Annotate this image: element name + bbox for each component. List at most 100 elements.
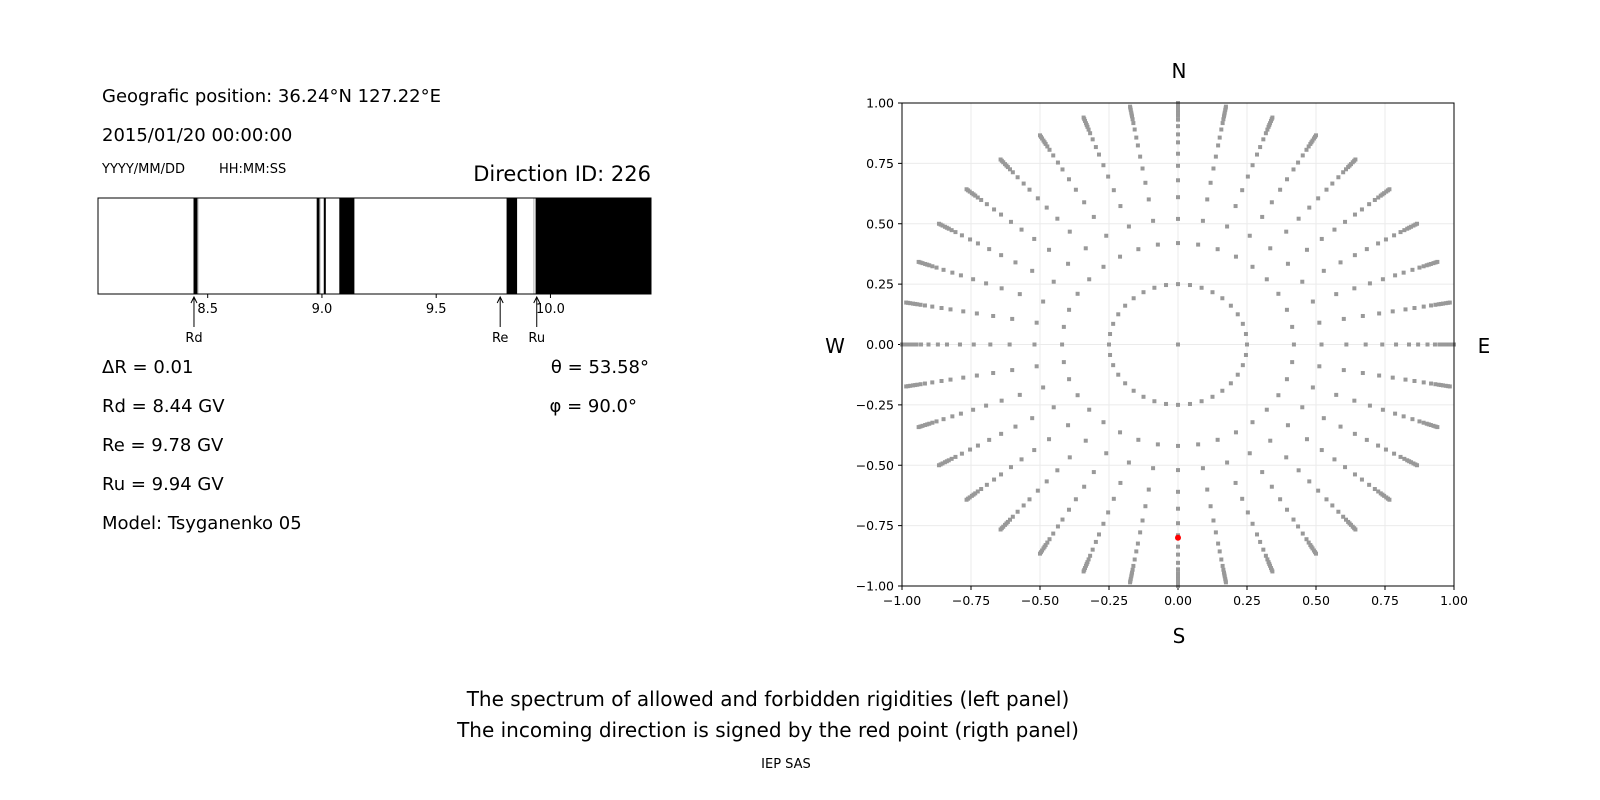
grid-point [914, 342, 919, 347]
grid-point [1013, 260, 1018, 265]
x-tick-label: −0.50 [1021, 593, 1059, 608]
grid-point [935, 342, 940, 347]
grid-point [1240, 188, 1245, 193]
grid-point [1041, 385, 1046, 390]
spectrum-frame [97, 197, 652, 295]
grid-point [1010, 170, 1015, 175]
grid-point [1314, 133, 1318, 138]
grid-point [1007, 342, 1012, 347]
grid-point [904, 384, 909, 389]
grid-point [909, 342, 914, 347]
grid-point [1447, 300, 1452, 305]
grid-point [984, 202, 989, 207]
grid-point [1435, 425, 1440, 430]
grid-point [1416, 342, 1421, 347]
grid-point [1051, 153, 1056, 158]
grid-point [913, 301, 918, 306]
grid-point [1263, 131, 1268, 136]
grid-point [1134, 549, 1139, 554]
grid-point [1067, 377, 1072, 382]
grid-point [949, 228, 954, 233]
grid-point [1268, 121, 1273, 126]
grid-point [1360, 371, 1365, 376]
grid-point [1107, 342, 1111, 347]
grid-point [969, 191, 974, 196]
grid-point [911, 342, 916, 347]
grid-point [904, 342, 909, 347]
grid-point [1290, 324, 1295, 329]
grid-point [1129, 574, 1134, 579]
grid-point [1104, 233, 1109, 238]
grid-point [1130, 567, 1135, 572]
grid-point [1377, 311, 1382, 316]
grid-point [1392, 233, 1397, 238]
grid-point [1041, 546, 1046, 551]
grid-point [1116, 312, 1121, 317]
grid-point [1390, 375, 1395, 380]
grid-point [1035, 488, 1040, 493]
grid-point [1141, 394, 1146, 399]
grid-point [1433, 382, 1438, 387]
grid-point [1223, 580, 1228, 585]
grid-point [975, 489, 980, 494]
grid-point [968, 237, 973, 242]
grid-point [1051, 279, 1056, 284]
grid-point [910, 383, 915, 388]
grid-point [1176, 489, 1180, 494]
grid-point [1392, 451, 1397, 456]
penumbra-band [197, 198, 199, 294]
direction-n: N [1172, 59, 1187, 83]
grid-point [1088, 553, 1093, 558]
grid-point [1431, 261, 1436, 266]
grid-point [1300, 153, 1305, 158]
grid-point [1235, 312, 1240, 317]
grid-point [1021, 181, 1026, 186]
grid-point [1319, 342, 1324, 347]
grid-point [1367, 281, 1372, 286]
grid-point [1334, 392, 1339, 397]
grid-point [1441, 383, 1446, 388]
grid-point [1285, 261, 1290, 266]
grid-point [1073, 497, 1078, 502]
grid-point [1196, 442, 1201, 447]
grid-point [957, 342, 962, 347]
y-tick-label: −0.75 [856, 518, 894, 533]
grid-point [1017, 292, 1022, 297]
grid-point [1086, 557, 1091, 562]
x-tick-label: 9.0 [312, 302, 333, 317]
grid-point [953, 230, 958, 235]
grid-point [999, 253, 1004, 258]
grid-point [944, 342, 949, 347]
grid-point [1111, 363, 1116, 368]
x-tick-label: 0.00 [1164, 593, 1192, 608]
grid-point [1176, 282, 1180, 287]
grid-point [975, 241, 980, 246]
grid-point [1424, 421, 1429, 426]
grid-point [1310, 546, 1315, 551]
phi-value: φ = 90.0° [550, 396, 637, 417]
grid-point [1380, 407, 1385, 412]
grid-point [1306, 540, 1311, 545]
grid-point [1383, 447, 1388, 452]
grid-point [964, 187, 969, 192]
grid-point [915, 382, 920, 387]
grid-point [1291, 167, 1296, 172]
grid-point [1021, 503, 1026, 508]
grid-point [1176, 506, 1180, 511]
grid-point [1220, 296, 1225, 301]
grid-point [1436, 382, 1441, 387]
grid-point [1108, 332, 1113, 337]
grid-point [930, 264, 935, 269]
grid-point [1010, 368, 1015, 373]
grid-point [1245, 510, 1250, 515]
grid-point [1429, 303, 1434, 308]
grid-point [1200, 466, 1205, 471]
grid-point [1376, 195, 1381, 200]
grid-point [1285, 177, 1290, 182]
grid-point [1417, 419, 1422, 424]
grid-point [1360, 313, 1365, 318]
grid-point [1429, 381, 1434, 386]
grid-point [1265, 127, 1270, 132]
grid-point [999, 212, 1004, 217]
grid-point [1343, 465, 1348, 470]
